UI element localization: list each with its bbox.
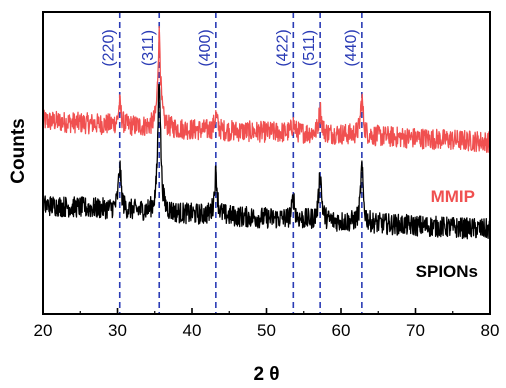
x-tick-label: 70 (406, 321, 425, 340)
series-line-mmip (42, 25, 491, 153)
x-tick-label: 40 (183, 321, 202, 340)
series-layer (42, 25, 491, 240)
peak-label: (220) (101, 29, 118, 66)
peak-label: (422) (274, 29, 291, 66)
series-label-spions: SPIONs (416, 262, 478, 281)
x-tick-label: 50 (257, 321, 276, 340)
x-axis-title: 2 θ (253, 364, 279, 385)
peak-labels: (220) (311) (400) (422) (511) (440) (101, 29, 360, 66)
peak-label: (511) (301, 30, 318, 66)
x-tick-label: 20 (34, 321, 53, 340)
x-tick-label: 60 (332, 321, 351, 340)
peak-label: (400) (197, 29, 214, 66)
series-label-mmip: MMIP (431, 187, 475, 206)
peak-label: (440) (343, 29, 360, 66)
series-line-spions (42, 83, 491, 240)
peak-label: (311) (140, 30, 157, 66)
y-axis-title: Counts (8, 118, 29, 183)
x-axis-ticks: 20 30 40 50 60 70 80 (34, 308, 500, 340)
x-tick-label: 80 (481, 321, 500, 340)
x-tick-label: 30 (108, 321, 127, 340)
